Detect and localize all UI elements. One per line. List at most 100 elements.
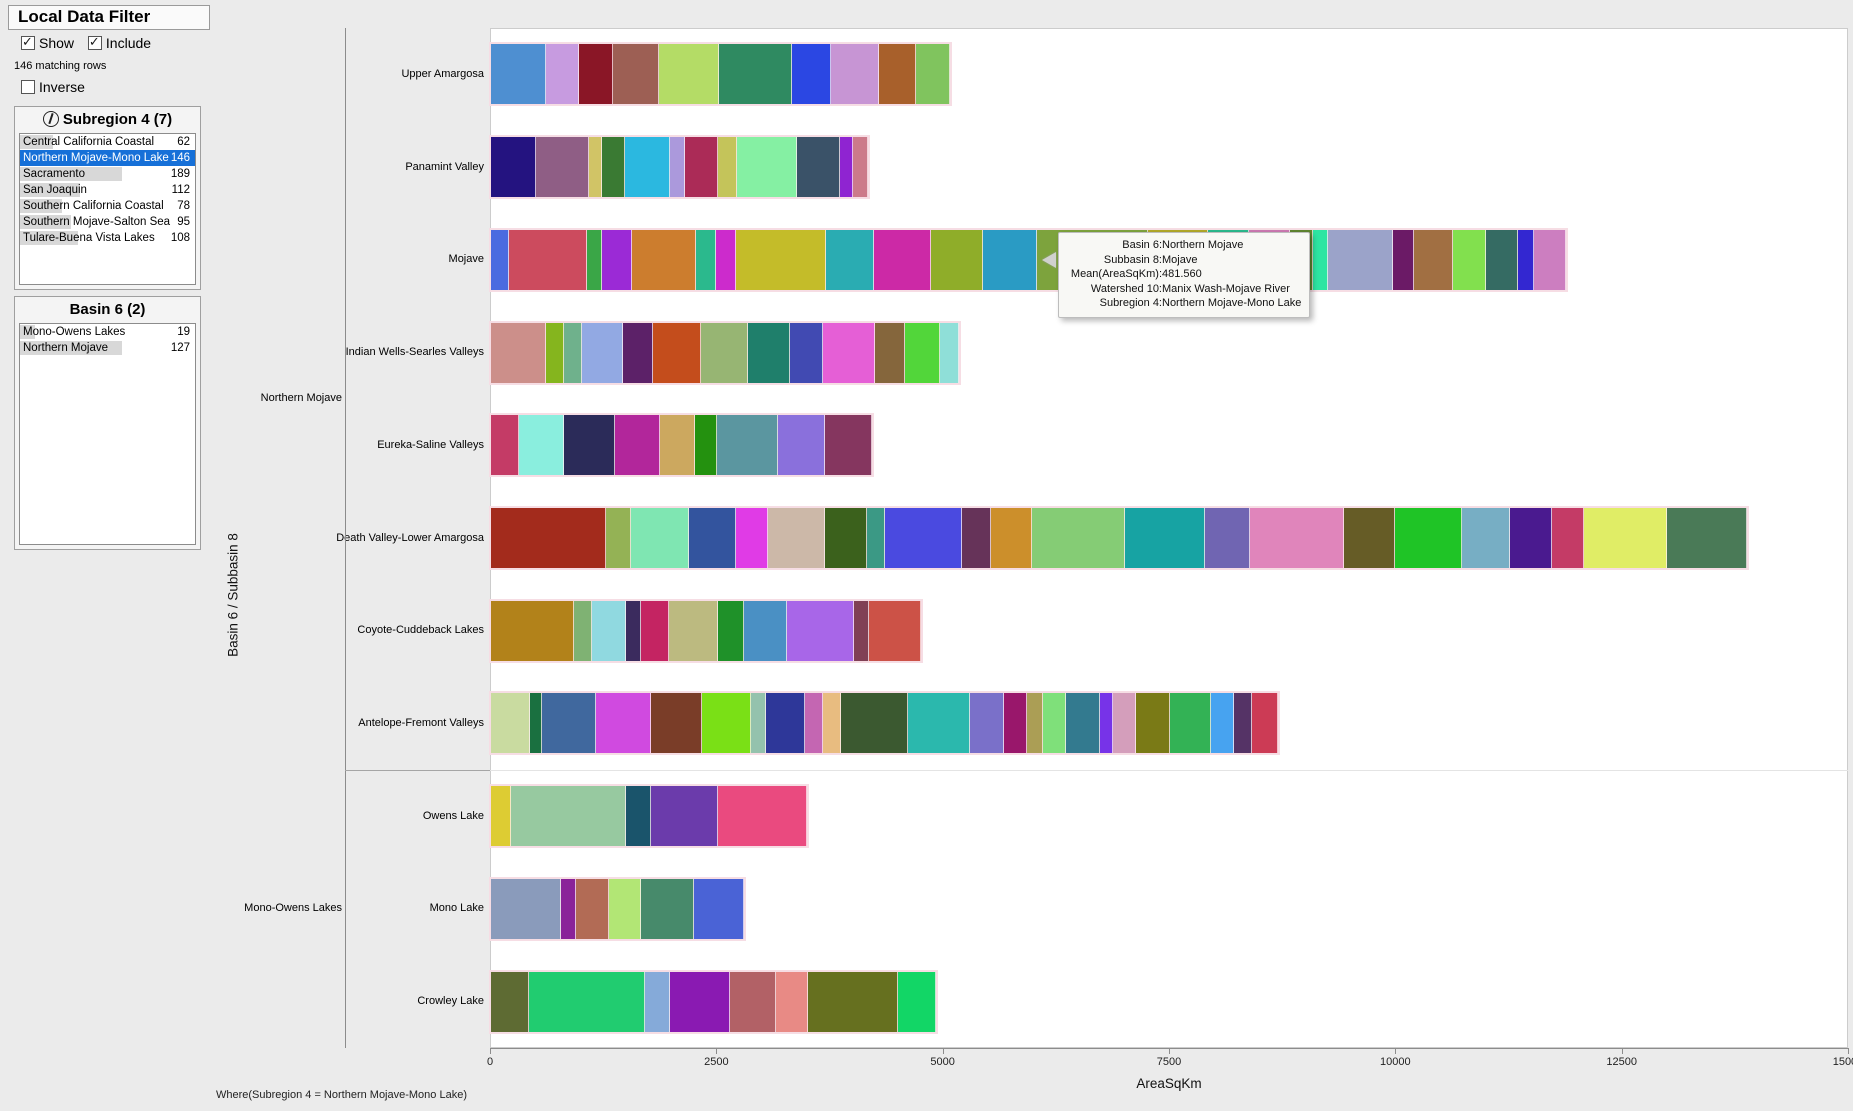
bar-segment[interactable]	[579, 44, 614, 105]
bar-segment[interactable]	[613, 44, 660, 105]
bar-segment[interactable]	[1003, 693, 1027, 754]
bar-segment[interactable]	[839, 137, 854, 198]
bar-segment[interactable]	[576, 878, 610, 939]
bar-segment[interactable]	[650, 693, 702, 754]
bar-segment[interactable]	[624, 137, 670, 198]
bar-segment[interactable]	[718, 786, 808, 847]
bar-segment[interactable]	[491, 322, 547, 383]
bar-segment[interactable]	[1099, 693, 1113, 754]
bar-segment[interactable]	[765, 693, 805, 754]
bar-segment[interactable]	[744, 600, 787, 661]
bar-segment[interactable]	[622, 322, 653, 383]
bar-segment[interactable]	[1112, 693, 1136, 754]
circled-1-icon[interactable]	[42, 111, 59, 127]
bar-segment[interactable]	[1026, 693, 1043, 754]
bar-segment[interactable]	[589, 137, 603, 198]
bar-segment[interactable]	[1211, 693, 1235, 754]
bar-segment[interactable]	[804, 693, 823, 754]
filter-list-item[interactable]: Mono-Owens Lakes 19	[20, 324, 195, 340]
bar-segment[interactable]	[1461, 508, 1510, 568]
bar-segment[interactable]	[786, 600, 854, 661]
bar-segment[interactable]	[1065, 693, 1100, 754]
bar-segment[interactable]	[651, 786, 719, 847]
bar-segment[interactable]	[1509, 508, 1552, 568]
bar-segment[interactable]	[907, 693, 970, 754]
bar-segment[interactable]	[939, 322, 960, 383]
bar-segment[interactable]	[789, 322, 823, 383]
bar-segment[interactable]	[716, 415, 778, 476]
inverse-checkbox[interactable]	[21, 80, 35, 94]
bar-segment[interactable]	[931, 229, 983, 290]
bar-segment[interactable]	[542, 693, 597, 754]
bar-segment[interactable]	[718, 600, 745, 661]
bar-segment[interactable]	[825, 415, 873, 476]
bar-segment[interactable]	[596, 693, 651, 754]
bar-segment[interactable]	[491, 415, 520, 476]
bar-segment[interactable]	[1517, 229, 1534, 290]
bar-segment[interactable]	[1327, 229, 1394, 290]
bar-segment[interactable]	[631, 508, 690, 568]
bar-segment[interactable]	[645, 971, 671, 1032]
bar-segment[interactable]	[807, 971, 898, 1032]
bar-segment[interactable]	[1584, 508, 1668, 568]
bar-segment[interactable]	[1667, 508, 1748, 568]
bar-segment[interactable]	[747, 322, 790, 383]
bar-segment[interactable]	[1394, 508, 1462, 568]
bar-segment[interactable]	[582, 322, 623, 383]
bar-segment[interactable]	[602, 229, 633, 290]
bar-segment[interactable]	[632, 229, 697, 290]
bar-segment[interactable]	[546, 44, 580, 105]
bar-segment[interactable]	[659, 415, 695, 476]
bar-segment[interactable]	[564, 322, 583, 383]
filter-list-item[interactable]: Central California Coastal 62	[20, 134, 195, 150]
bar-segment[interactable]	[669, 137, 685, 198]
bar-segment[interactable]	[878, 44, 916, 105]
bar-segment[interactable]	[853, 137, 869, 198]
bar-segment[interactable]	[1312, 229, 1328, 290]
bar-segment[interactable]	[689, 508, 737, 568]
bar-segment[interactable]	[626, 600, 642, 661]
bar-segment[interactable]	[641, 600, 670, 661]
bar-segment[interactable]	[825, 508, 867, 568]
bar-segment[interactable]	[716, 229, 737, 290]
bar-segment[interactable]	[491, 508, 607, 568]
bar-segment[interactable]	[659, 44, 719, 105]
bar-segment[interactable]	[1413, 229, 1453, 290]
bar-segment[interactable]	[874, 229, 932, 290]
bar-segment[interactable]	[1551, 508, 1585, 568]
bar-segment[interactable]	[1205, 508, 1251, 568]
bar-segment[interactable]	[641, 878, 695, 939]
bar-segment[interactable]	[990, 508, 1032, 568]
bar-segment[interactable]	[491, 137, 537, 198]
bar-segment[interactable]	[1343, 508, 1395, 568]
bar-segment[interactable]	[606, 508, 632, 568]
include-checkbox[interactable]	[87, 34, 102, 50]
bar-segment[interactable]	[767, 508, 826, 568]
bar-segment[interactable]	[1169, 693, 1211, 754]
bar-segment[interactable]	[915, 44, 950, 105]
filter-list-item[interactable]: Southern Mojave-Salton Sea 95	[20, 214, 195, 230]
filter-list-item[interactable]: Northern Mojave-Mono Lake 146	[20, 150, 195, 166]
bar-segment[interactable]	[626, 786, 652, 847]
bar-segment[interactable]	[1250, 508, 1344, 568]
filter-list-item[interactable]: Tulare-Buena Vista Lakes 108	[20, 230, 195, 246]
bar-segment[interactable]	[1031, 508, 1126, 568]
bar-segment[interactable]	[592, 600, 627, 661]
filter-list-item[interactable]: Northern Mojave 127	[20, 340, 195, 356]
bar-segment[interactable]	[546, 322, 565, 383]
show-checkbox[interactable]	[21, 34, 35, 50]
bar-segment[interactable]	[866, 508, 885, 568]
bar-segment[interactable]	[529, 971, 646, 1032]
bar-segment[interactable]	[874, 322, 905, 383]
bar-segment[interactable]	[491, 229, 510, 290]
bar-segment[interactable]	[561, 878, 577, 939]
bar-segment[interactable]	[884, 508, 962, 568]
bar-segment[interactable]	[1393, 229, 1414, 290]
bar-segment[interactable]	[1485, 229, 1518, 290]
bar-segment[interactable]	[750, 693, 766, 754]
bar-segment[interactable]	[1533, 229, 1566, 290]
bar-segment[interactable]	[491, 878, 562, 939]
bar-segment[interactable]	[869, 600, 922, 661]
bar-segment[interactable]	[822, 693, 841, 754]
bar-segment[interactable]	[652, 322, 702, 383]
